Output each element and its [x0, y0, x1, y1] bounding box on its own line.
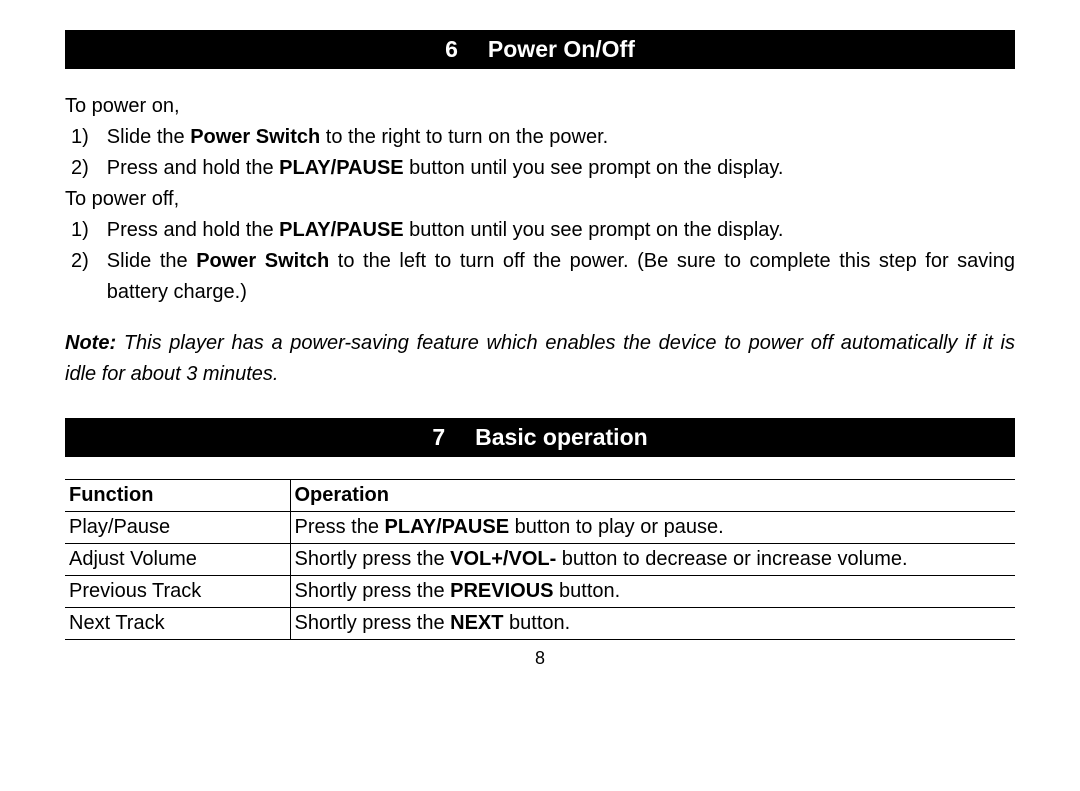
table-body: Play/PausePress the PLAY/PAUSE button to…: [65, 512, 1015, 640]
section-7-title: Basic operation: [475, 424, 648, 450]
table-row: Next TrackShortly press the NEXT button.: [65, 608, 1015, 640]
section-7-header: 7 Basic operation: [65, 418, 1015, 457]
section-6-header: 6 Power On/Off: [65, 30, 1015, 69]
cell-operation: Shortly press the VOL+/VOL- button to de…: [290, 544, 1015, 576]
list-item-text: Slide the Power Switch to the right to t…: [107, 122, 1015, 153]
col-function-header: Function: [65, 480, 290, 512]
cell-function: Previous Track: [65, 576, 290, 608]
list-item: 2) Press and hold the PLAY/PAUSE button u…: [65, 153, 1015, 184]
list-item: 1) Slide the Power Switch to the right to…: [65, 122, 1015, 153]
operation-table: Function Operation Play/PausePress the P…: [65, 479, 1015, 640]
table-row: Adjust VolumeShortly press the VOL+/VOL-…: [65, 544, 1015, 576]
power-note: Note: This player has a power-saving fea…: [65, 328, 1015, 390]
list-item-number: 1): [71, 215, 89, 246]
table-row: Play/PausePress the PLAY/PAUSE button to…: [65, 512, 1015, 544]
manual-page: 6 Power On/Off To power on, 1) Slide the P…: [0, 0, 1080, 669]
section-7-number: 7: [432, 424, 445, 451]
power-on-intro: To power on,: [65, 91, 1015, 122]
list-item-number: 2): [71, 246, 89, 308]
cell-operation: Shortly press the PREVIOUS button.: [290, 576, 1015, 608]
section-6-number: 6: [445, 36, 458, 63]
section-6-title: Power On/Off: [488, 36, 635, 62]
power-off-steps: 1) Press and hold the PLAY/PAUSE button u…: [65, 215, 1015, 308]
section-6-body: To power on, 1) Slide the Power Switch to…: [65, 91, 1015, 308]
list-item-number: 1): [71, 122, 89, 153]
list-item: 1) Press and hold the PLAY/PAUSE button u…: [65, 215, 1015, 246]
col-operation-header: Operation: [290, 480, 1015, 512]
cell-function: Play/Pause: [65, 512, 290, 544]
list-item-text: Press and hold the PLAY/PAUSE button unt…: [107, 215, 1015, 246]
list-item-text: Press and hold the PLAY/PAUSE button unt…: [107, 153, 1015, 184]
power-off-intro: To power off,: [65, 184, 1015, 215]
cell-operation: Press the PLAY/PAUSE button to play or p…: [290, 512, 1015, 544]
power-on-steps: 1) Slide the Power Switch to the right to…: [65, 122, 1015, 184]
table-row: Previous TrackShortly press the PREVIOUS…: [65, 576, 1015, 608]
list-item-text: Slide the Power Switch to the left to tu…: [107, 246, 1015, 308]
cell-function: Adjust Volume: [65, 544, 290, 576]
table-header-row: Function Operation: [65, 480, 1015, 512]
cell-operation: Shortly press the NEXT button.: [290, 608, 1015, 640]
list-item-number: 2): [71, 153, 89, 184]
page-number: 8: [65, 648, 1015, 669]
cell-function: Next Track: [65, 608, 290, 640]
list-item: 2) Slide the Power Switch to the left to …: [65, 246, 1015, 308]
